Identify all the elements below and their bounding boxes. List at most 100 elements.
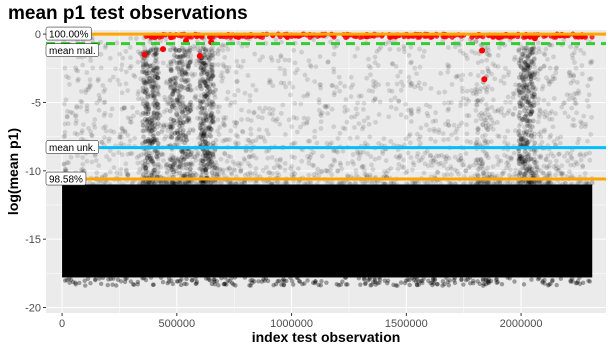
data-point [517, 153, 522, 159]
data-point [459, 277, 464, 282]
data-point [528, 111, 534, 117]
data-point [356, 93, 362, 99]
data-point [422, 161, 428, 167]
data-point [173, 171, 179, 177]
data-point [535, 100, 541, 106]
data-point [356, 156, 362, 162]
data-point [177, 278, 183, 284]
data-point [513, 82, 518, 88]
data-point [148, 131, 153, 137]
data-point [162, 94, 167, 100]
data-point [588, 59, 594, 65]
data-point [80, 161, 86, 167]
data-point [417, 134, 423, 140]
data-point [76, 76, 81, 82]
data-point [546, 81, 552, 87]
data-point [478, 156, 483, 162]
data-point [186, 179, 192, 185]
data-point [480, 170, 486, 176]
data-point [220, 138, 226, 144]
data-point [146, 106, 152, 112]
data-point [152, 123, 158, 129]
data-point [542, 281, 547, 286]
data-point [343, 97, 349, 102]
data-point [289, 172, 295, 178]
data-point [571, 162, 577, 168]
data-point [396, 98, 402, 104]
data-point [185, 77, 191, 83]
data-point [431, 276, 436, 281]
data-point [174, 279, 180, 284]
data-point [489, 71, 494, 77]
data-point [550, 277, 555, 283]
data-point [305, 278, 310, 283]
data-point [483, 124, 489, 129]
data-point [274, 170, 280, 176]
data-point [562, 110, 568, 116]
data-point [188, 160, 194, 166]
data-point [553, 166, 559, 172]
data-point [145, 138, 151, 144]
data-point [183, 113, 189, 119]
data-point [318, 113, 324, 119]
data-point [208, 68, 214, 73]
data-point [538, 155, 543, 161]
data-point [495, 279, 500, 285]
data-point [497, 179, 503, 185]
data-point [493, 181, 499, 187]
data-point [389, 88, 395, 94]
data-point [199, 122, 205, 127]
data-point [203, 152, 209, 158]
data-point [123, 69, 129, 75]
data-point [525, 121, 530, 127]
data-point [367, 179, 373, 185]
data-point [395, 166, 401, 172]
data-point [145, 94, 151, 100]
data-point [305, 154, 310, 159]
data-point [459, 277, 464, 283]
data-point [475, 130, 481, 136]
data-point [560, 170, 566, 176]
data-point [542, 277, 547, 283]
data-point [119, 90, 125, 96]
data-point [203, 118, 209, 123]
data-point [568, 182, 574, 187]
data-point [478, 98, 484, 104]
data-point [107, 181, 113, 187]
data-point [214, 171, 220, 177]
data-point [271, 282, 276, 288]
data-point [179, 69, 185, 75]
reference-line-label: 98.58% [49, 175, 83, 186]
data-point [396, 98, 402, 104]
data-point [409, 59, 415, 65]
data-point [317, 54, 323, 59]
data-point [464, 96, 470, 102]
data-point [150, 129, 156, 135]
data-point [163, 162, 169, 168]
data-point [189, 278, 195, 283]
data-point [445, 118, 451, 124]
data-point [505, 159, 511, 165]
data-point [121, 105, 127, 111]
data-point [522, 148, 528, 154]
data-point [175, 130, 181, 136]
data-point [271, 165, 277, 171]
data-point [294, 275, 300, 280]
data-point [523, 74, 529, 80]
data-point [485, 279, 491, 284]
data-point [559, 104, 565, 110]
data-point [505, 128, 511, 134]
data-point [202, 123, 208, 129]
data-point [410, 180, 416, 186]
data-point [471, 162, 477, 168]
data-point [108, 276, 113, 282]
data-point [184, 276, 189, 282]
data-point [224, 282, 229, 287]
data-point [319, 110, 325, 116]
data-point [221, 115, 226, 121]
data-point [541, 170, 547, 176]
data-point [506, 69, 512, 75]
data-point [204, 96, 210, 102]
data-point [155, 84, 161, 90]
data-point [367, 275, 373, 280]
